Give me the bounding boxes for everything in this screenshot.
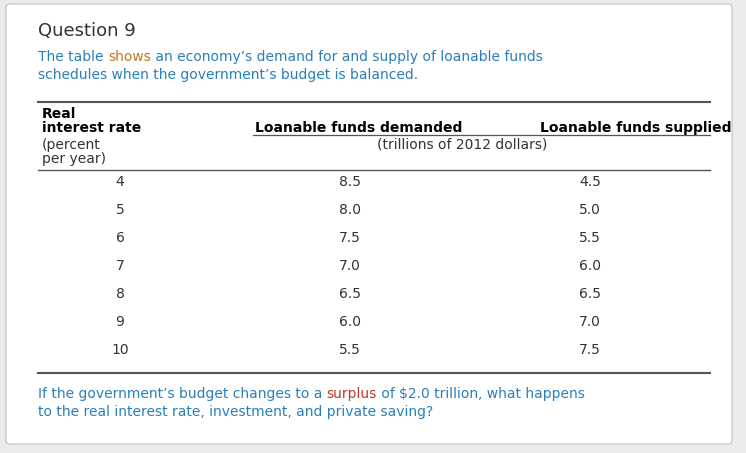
Text: surplus: surplus (327, 387, 377, 401)
Text: interest rate: interest rate (42, 121, 141, 135)
Text: 6.0: 6.0 (339, 315, 361, 329)
Text: 5.5: 5.5 (579, 231, 601, 245)
Text: Question 9: Question 9 (38, 22, 136, 40)
Text: 6.0: 6.0 (579, 259, 601, 273)
Text: 7.5: 7.5 (339, 231, 361, 245)
Text: to the real interest rate, investment, and private saving?: to the real interest rate, investment, a… (38, 405, 433, 419)
Text: 7.0: 7.0 (339, 259, 361, 273)
Text: shows: shows (108, 50, 151, 64)
Text: 6: 6 (116, 231, 125, 245)
Text: 4.5: 4.5 (579, 175, 601, 189)
Text: an economy’s demand for and supply of loanable funds: an economy’s demand for and supply of lo… (151, 50, 542, 64)
Text: 8.0: 8.0 (339, 203, 361, 217)
Text: schedules when the government’s budget is balanced.: schedules when the government’s budget i… (38, 68, 418, 82)
FancyBboxPatch shape (6, 4, 732, 444)
Text: 8: 8 (116, 287, 125, 301)
Text: 8.5: 8.5 (339, 175, 361, 189)
Text: 4: 4 (116, 175, 125, 189)
Text: 5: 5 (116, 203, 125, 217)
Text: The table: The table (38, 50, 108, 64)
Text: per year): per year) (42, 152, 106, 166)
Text: (trillions of 2012 dollars): (trillions of 2012 dollars) (377, 138, 548, 152)
Text: 10: 10 (111, 343, 129, 357)
Text: 9: 9 (116, 315, 125, 329)
Text: , what happens: , what happens (478, 387, 586, 401)
Text: Real: Real (42, 107, 76, 121)
Text: 6.5: 6.5 (579, 287, 601, 301)
Text: 7: 7 (116, 259, 125, 273)
Text: If the government’s budget changes to a: If the government’s budget changes to a (38, 387, 327, 401)
Text: of: of (377, 387, 399, 401)
Text: $2.0 trillion: $2.0 trillion (399, 387, 478, 401)
Text: Loanable funds demanded: Loanable funds demanded (255, 121, 463, 135)
Text: 6.5: 6.5 (339, 287, 361, 301)
Text: (percent: (percent (42, 138, 101, 152)
Text: Loanable funds supplied: Loanable funds supplied (540, 121, 732, 135)
Text: 7.0: 7.0 (579, 315, 601, 329)
Text: 5.5: 5.5 (339, 343, 361, 357)
Text: 5.0: 5.0 (579, 203, 601, 217)
Text: 7.5: 7.5 (579, 343, 601, 357)
